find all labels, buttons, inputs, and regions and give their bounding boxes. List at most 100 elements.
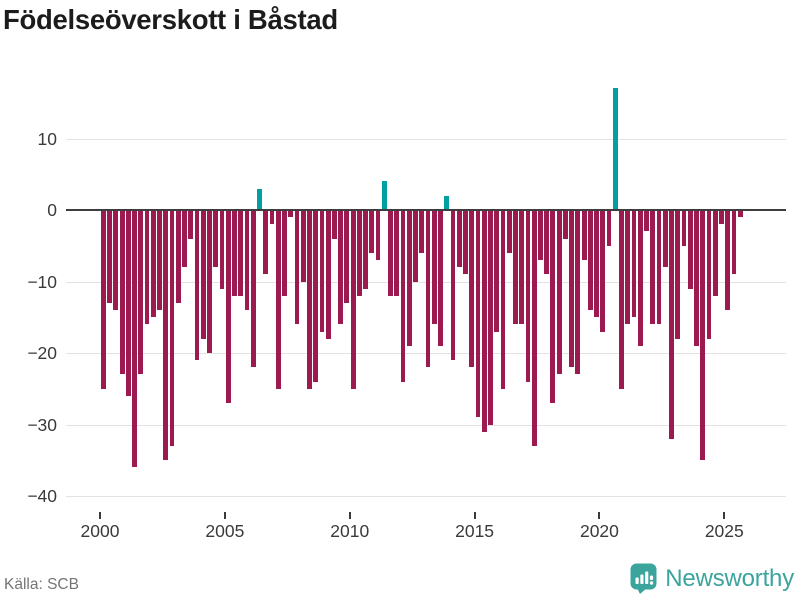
bar (319, 210, 325, 332)
bar (675, 210, 681, 339)
bar (419, 210, 425, 253)
bar (375, 210, 381, 261)
bar (356, 210, 362, 296)
bar (331, 210, 337, 239)
x-tick (723, 512, 726, 519)
bar (488, 210, 493, 425)
bar (194, 210, 200, 361)
bar (144, 210, 150, 325)
bar (307, 210, 312, 389)
bar (637, 210, 643, 346)
bar (456, 210, 462, 268)
bar (538, 210, 543, 261)
y-axis-label: −30 (27, 414, 57, 435)
bar (581, 210, 587, 261)
bar (294, 210, 300, 325)
bar (119, 210, 125, 375)
bar (569, 210, 575, 368)
bar (587, 210, 593, 311)
bar (101, 210, 106, 389)
bar (207, 210, 212, 353)
bar (444, 195, 450, 210)
bar (388, 210, 393, 296)
bar (213, 210, 219, 268)
bar (413, 210, 418, 282)
bar (238, 210, 244, 296)
bar (731, 210, 737, 275)
bar (500, 210, 506, 389)
bar (600, 210, 606, 332)
bar (182, 210, 187, 268)
bar (157, 210, 162, 311)
bar (631, 210, 637, 318)
bar (694, 210, 699, 346)
bar (681, 210, 687, 246)
x-tick (99, 512, 101, 519)
bar (175, 210, 181, 303)
bar (132, 210, 137, 468)
bar (531, 210, 537, 446)
bar (450, 210, 456, 361)
bar (313, 210, 319, 382)
y-axis-label: −40 (27, 486, 57, 506)
bar (644, 210, 649, 232)
bar (269, 210, 275, 225)
bar (544, 210, 550, 275)
bar (363, 210, 368, 289)
bar (282, 210, 287, 296)
bar (737, 210, 743, 218)
bar (669, 210, 674, 439)
bar (232, 210, 237, 296)
bar (225, 210, 231, 404)
source-label: Källa: SCB (4, 576, 79, 593)
bar (438, 210, 443, 346)
bar (469, 210, 475, 368)
bar (169, 210, 175, 446)
bar (381, 181, 387, 210)
bar (288, 210, 294, 218)
bar (556, 210, 562, 375)
bar (338, 210, 344, 325)
bar (463, 210, 468, 275)
x-tick (348, 512, 351, 519)
chart-title: Födelseöverskott i Båstad (3, 4, 338, 35)
bar (525, 210, 531, 382)
bar (350, 210, 356, 389)
newsworthy-logo-icon (630, 563, 657, 594)
bar (625, 210, 631, 325)
bar (712, 210, 718, 296)
bar (550, 210, 556, 404)
y-axis-label: 0 (47, 200, 57, 220)
bar (612, 88, 618, 210)
bar (257, 188, 262, 210)
bar (562, 210, 568, 239)
bar (700, 210, 706, 461)
bar (506, 210, 512, 253)
bar (188, 210, 194, 239)
bar (150, 210, 156, 318)
x-tick (473, 512, 476, 519)
y-axis-label: −20 (27, 343, 57, 363)
bar (263, 210, 269, 275)
bar (300, 210, 306, 282)
x-axis-label: 2020 (579, 521, 619, 541)
bar (431, 210, 437, 325)
bar (662, 210, 668, 268)
bar (113, 210, 119, 311)
bar (163, 210, 169, 461)
bar (494, 210, 500, 332)
bar (656, 210, 662, 325)
x-axis-label: 2015 (455, 521, 495, 541)
bar (107, 210, 113, 303)
bar (687, 210, 693, 289)
bar (475, 210, 481, 418)
bar (425, 210, 431, 368)
bar (344, 210, 350, 303)
gridline (66, 424, 786, 426)
bar (650, 210, 656, 325)
bar (394, 210, 400, 296)
bar (369, 210, 375, 253)
x-axis-label: 2025 (704, 521, 744, 541)
bar (519, 210, 525, 325)
bar (138, 210, 144, 375)
